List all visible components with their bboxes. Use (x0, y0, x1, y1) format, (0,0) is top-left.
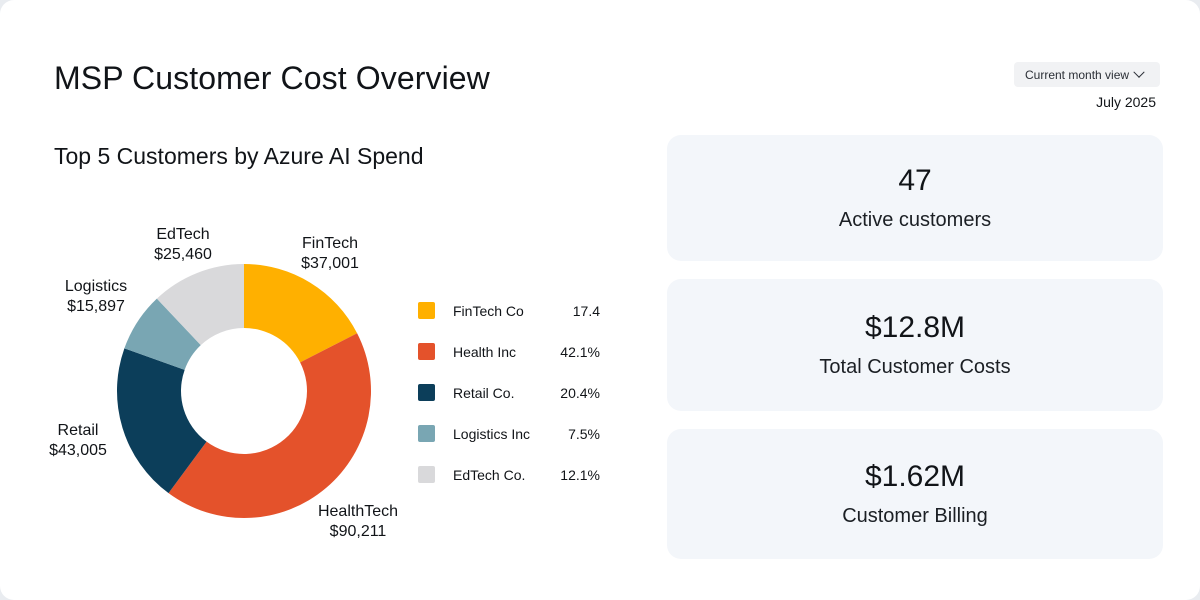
legend-percent: 17.4 (572, 302, 600, 319)
slice-label-name: FinTech (302, 235, 358, 252)
chart-title: Top 5 Customers by Azure AI Spend (54, 143, 424, 169)
donut-slice-logistics (124, 298, 201, 370)
legend-percent: 7.5% (568, 425, 600, 442)
kpi-label: Total Customer Costs (819, 356, 1011, 378)
chart-legend: FinTech Co 17.4 Health Inc 42.1% Retail … (418, 290, 608, 495)
legend-name: Logistics Inc (453, 425, 531, 442)
legend-name: Retail Co. (453, 384, 515, 401)
donut-slice-healthtech (168, 333, 371, 518)
kpi-card-customer-billing: $1.62M Customer Billing (667, 429, 1163, 559)
kpi-value: 47 (898, 164, 932, 197)
legend-swatch (418, 384, 435, 401)
legend-item-health: Health Inc 42.1% (418, 331, 608, 372)
legend-swatch (418, 302, 435, 319)
kpi-value: $12.8M (864, 311, 966, 344)
legend-item-logistics: Logistics Inc 7.5% (418, 413, 608, 454)
legend-name: EdTech Co. (453, 466, 526, 483)
slice-label-value: $25,460 (154, 246, 212, 263)
donut-slice-fintech (244, 264, 358, 363)
kpi-label: Active customers (838, 209, 992, 231)
legend-percent: 20.4% (560, 384, 600, 401)
legend-item-retail: Retail Co. 20.4% (418, 372, 608, 413)
kpi-card-active-customers: 47 Active customers (667, 135, 1163, 261)
page-title: MSP Customer Cost Overview (54, 60, 490, 96)
donut-chart: FinTech $37,001 HealthTech $90,211 Retail $43… (49, 226, 398, 540)
view-select-dropdown[interactable]: Current month view (1014, 62, 1160, 87)
chevron-down-icon (1133, 66, 1145, 78)
legend-name: FinTech Co (453, 302, 524, 319)
legend-percent: 42.1% (560, 343, 600, 360)
slice-label-name: EdTech (156, 226, 209, 243)
donut-slice-edtech (156, 264, 244, 346)
legend-swatch (418, 343, 435, 360)
kpi-label: Customer Billing (842, 505, 988, 527)
kpi-card-total-costs: $12.8M Total Customer Costs (667, 279, 1163, 411)
slice-label-name: HealthTech (318, 503, 398, 520)
legend-swatch (418, 425, 435, 442)
slice-label-value: $37,001 (301, 255, 359, 272)
slice-label-value: $15,897 (67, 298, 125, 315)
kpi-value: $1.62M (864, 460, 966, 493)
legend-item-fintech: FinTech Co 17.4 (418, 290, 608, 331)
slice-label-name: Retail (58, 422, 99, 439)
slice-label-value: $43,005 (49, 442, 107, 459)
legend-percent: 12.1% (560, 466, 600, 483)
slice-label-name: Logistics (65, 278, 127, 295)
legend-item-edtech: EdTech Co. 12.1% (418, 454, 608, 495)
slice-label-value: $90,211 (330, 523, 387, 540)
donut-slice-retail (116, 348, 207, 494)
legend-name: Health Inc (453, 343, 517, 360)
legend-swatch (418, 466, 435, 483)
view-select-label: Current month view (1025, 67, 1130, 82)
period-label: July 2025 (1096, 94, 1156, 110)
